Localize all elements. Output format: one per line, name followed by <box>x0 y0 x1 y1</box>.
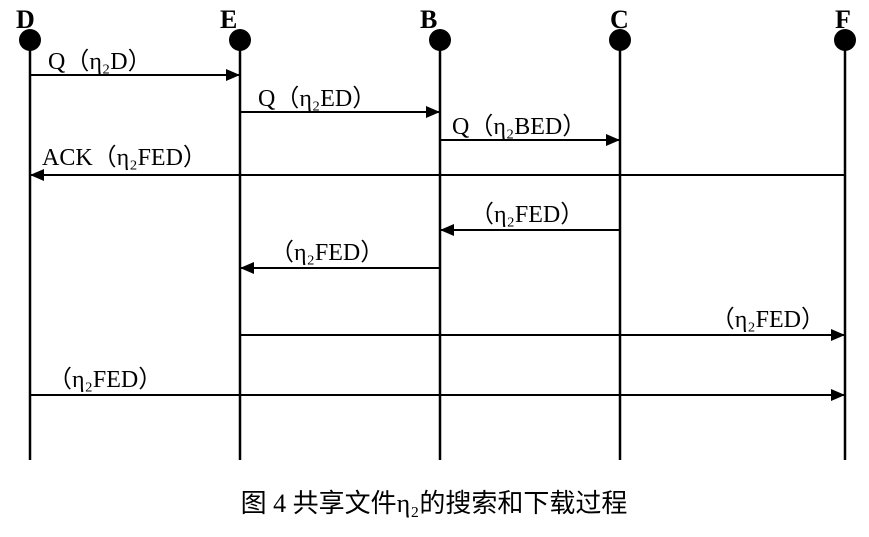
message-label-m3: Q（η₂BED） <box>452 114 586 140</box>
message-arrowhead-m8 <box>831 389 845 401</box>
message-arrowhead-m2 <box>426 106 440 118</box>
message-label-m1: Q（η₂D） <box>48 49 152 75</box>
lifeline-label-F: F <box>835 5 851 34</box>
lifeline-label-D: D <box>16 5 35 34</box>
message-arrowhead-m1 <box>226 69 240 81</box>
message-label-m5: （η₂FED） <box>470 202 584 228</box>
lifeline-label-E: E <box>220 5 237 34</box>
lifeline-label-B: B <box>420 5 437 34</box>
message-arrowhead-m6 <box>240 262 254 274</box>
message-label-m8: （η₂FED） <box>48 367 162 393</box>
message-arrowhead-m3 <box>606 134 620 146</box>
message-arrowhead-m5 <box>440 224 454 236</box>
message-label-m6: （η₂FED） <box>270 240 384 266</box>
message-arrowhead-m7 <box>831 329 845 341</box>
sequence-diagram: D E B C F Q（η₂D） Q（η₂ED） Q（η₂BED） ACK（η₂FED） （η₂F… <box>0 0 869 537</box>
message-label-m2: Q（η₂ED） <box>258 86 376 112</box>
figure-caption: 图 4 共享文件η₂的搜索和下载过程 <box>241 489 628 518</box>
lifeline-label-C: C <box>610 5 629 34</box>
message-label-m7: （η₂FED） <box>711 307 825 333</box>
message-label-m4: ACK（η₂FED） <box>42 145 207 171</box>
